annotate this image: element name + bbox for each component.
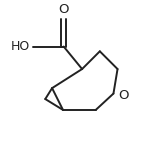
Text: O: O xyxy=(58,3,69,16)
Text: HO: HO xyxy=(11,40,30,53)
Text: O: O xyxy=(118,89,129,102)
